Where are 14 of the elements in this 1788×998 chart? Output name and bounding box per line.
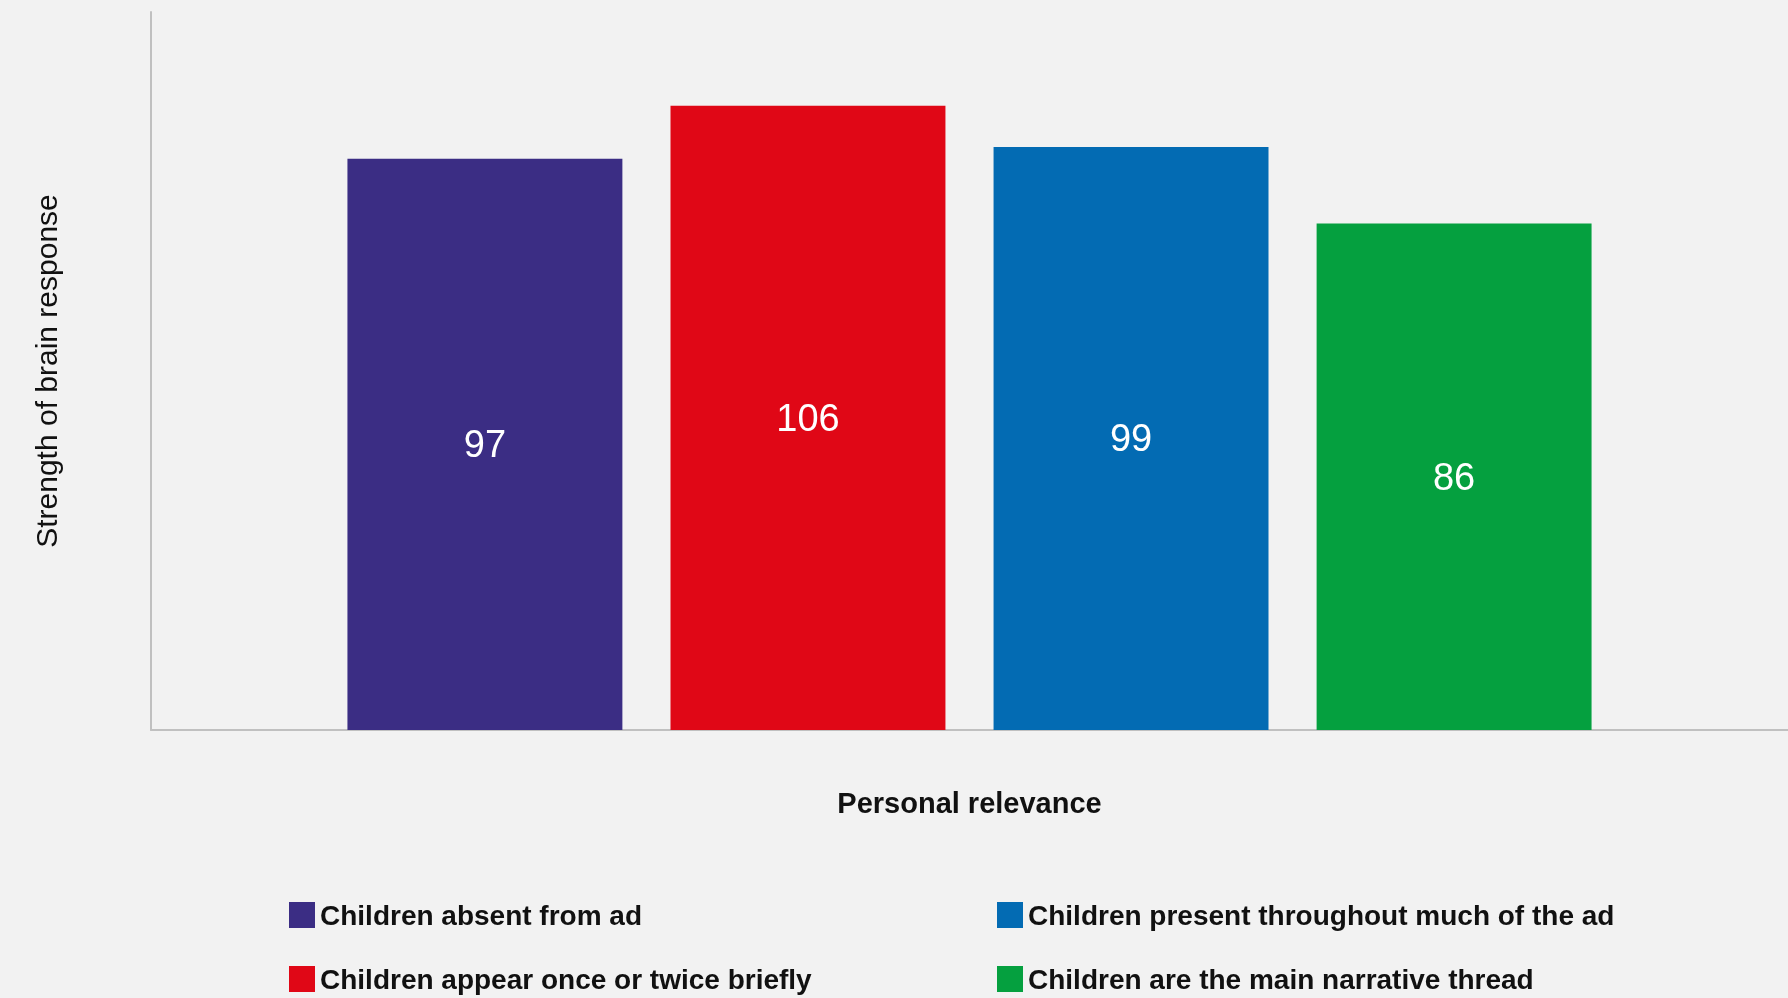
legend-label: Children are the main narrative thread (1028, 963, 1534, 995)
bar (670, 105, 946, 730)
x-axis-title: Personal relevance (837, 786, 1102, 819)
legend-label: Children absent from ad (320, 899, 643, 931)
bar (347, 158, 623, 730)
legend-label: Children appear once or twice briefly (320, 963, 813, 995)
data-label: 97 (463, 423, 507, 466)
bar (1316, 223, 1592, 730)
data-label: 86 (1432, 455, 1476, 498)
data-label: 99 (1109, 417, 1153, 460)
legend-label: Children present throughout much of the ad (1028, 899, 1615, 931)
data-label: 106 (776, 396, 840, 439)
y-axis-title: Strength of brain response (29, 194, 63, 548)
bar (993, 146, 1269, 730)
